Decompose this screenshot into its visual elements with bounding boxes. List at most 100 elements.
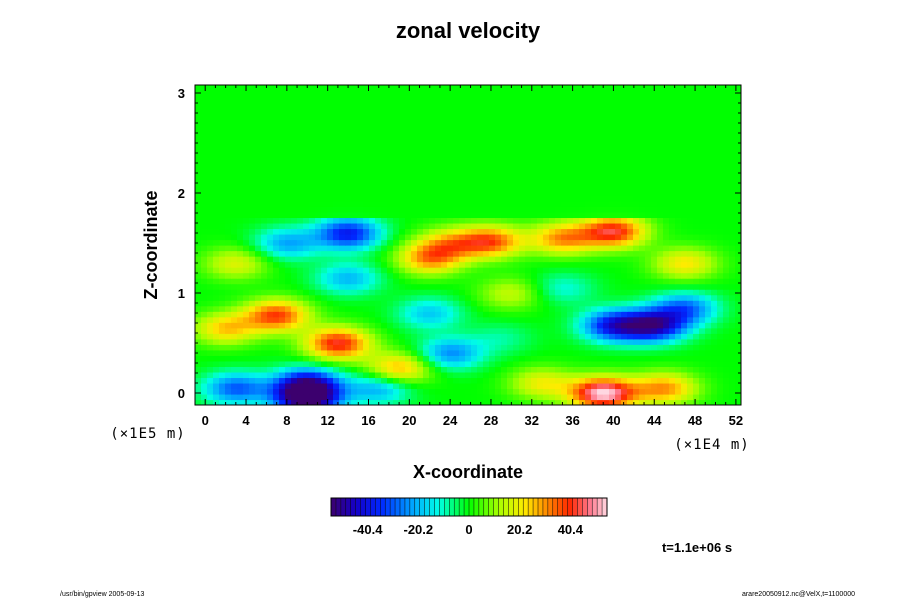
field-cell xyxy=(447,123,454,130)
field-cell xyxy=(543,140,550,147)
field-cell xyxy=(267,129,274,136)
field-cell xyxy=(729,393,736,401)
field-cell xyxy=(705,327,712,334)
field-cell xyxy=(693,366,700,373)
field-cell xyxy=(399,217,406,224)
field-cell xyxy=(453,349,460,356)
field-cell xyxy=(381,250,388,257)
field-cell xyxy=(669,393,676,401)
field-cell xyxy=(561,338,568,345)
field-cell xyxy=(321,283,328,290)
field-cell xyxy=(333,283,340,290)
field-cell xyxy=(333,228,340,235)
field-cell xyxy=(459,206,466,213)
field-cell xyxy=(243,272,250,279)
field-cell xyxy=(669,140,676,147)
field-cell xyxy=(507,245,514,252)
field-cell xyxy=(609,156,616,163)
field-cell xyxy=(387,233,394,241)
field-cell xyxy=(633,112,640,119)
field-cell xyxy=(369,333,376,340)
field-cell xyxy=(387,388,394,395)
field-cell xyxy=(729,123,736,130)
field-cell xyxy=(717,250,724,257)
field-cell xyxy=(429,333,436,340)
field-cell xyxy=(465,366,472,373)
field-cell xyxy=(699,245,706,252)
field-cell xyxy=(321,118,328,125)
field-cell xyxy=(321,256,328,263)
field-cell xyxy=(333,123,340,130)
field-cell xyxy=(699,322,706,329)
field-cell xyxy=(531,371,538,379)
field-cell xyxy=(495,316,502,323)
field-cell xyxy=(303,289,310,296)
field-cell xyxy=(705,316,712,323)
field-cell xyxy=(357,360,364,367)
field-cell xyxy=(351,222,358,230)
field-cell xyxy=(645,206,652,213)
field-cell xyxy=(297,140,304,147)
field-cell xyxy=(195,256,202,263)
field-cell xyxy=(273,294,280,301)
field-cell xyxy=(681,112,688,119)
field-cell xyxy=(213,233,220,241)
field-cell xyxy=(609,311,616,318)
field-cell xyxy=(447,250,454,257)
field-cell xyxy=(585,261,592,268)
field-cell xyxy=(495,355,502,362)
field-cell xyxy=(657,118,664,125)
field-cell xyxy=(669,222,676,230)
field-cell xyxy=(501,239,508,246)
field-cell xyxy=(483,178,490,185)
field-cell xyxy=(423,382,430,390)
field-cell xyxy=(207,267,214,274)
field-cell xyxy=(597,393,604,401)
field-cell xyxy=(489,267,496,274)
field-cell xyxy=(405,333,412,340)
field-cell xyxy=(447,162,454,169)
field-cell xyxy=(477,206,484,213)
field-cell xyxy=(639,156,646,163)
field-cell xyxy=(381,311,388,318)
field-cell xyxy=(243,311,250,318)
field-cell xyxy=(579,206,586,213)
field-cell xyxy=(597,256,604,263)
field-cell xyxy=(339,123,346,130)
field-cell xyxy=(663,355,670,362)
field-cell xyxy=(543,184,550,191)
field-cell xyxy=(669,178,676,185)
field-cell xyxy=(291,267,298,274)
field-cell xyxy=(249,228,256,235)
field-cell xyxy=(381,233,388,241)
field-cell xyxy=(273,228,280,235)
field-cell xyxy=(465,388,472,395)
field-cell xyxy=(195,349,202,356)
field-cell xyxy=(417,272,424,279)
field-cell xyxy=(213,267,220,274)
field-cell xyxy=(333,371,340,379)
field-cell xyxy=(255,222,262,230)
field-cell xyxy=(393,222,400,230)
field-cell xyxy=(381,322,388,329)
field-cell xyxy=(429,294,436,301)
field-cell xyxy=(303,134,310,141)
field-cell xyxy=(417,156,424,163)
field-cell xyxy=(609,294,616,301)
field-cell xyxy=(567,118,574,125)
field-cell xyxy=(417,382,424,390)
field-cell xyxy=(207,140,214,147)
field-cell xyxy=(459,140,466,147)
field-cell xyxy=(543,107,550,114)
field-cell xyxy=(459,355,466,362)
field-cell xyxy=(591,333,598,340)
field-cell xyxy=(297,272,304,279)
field-cell xyxy=(441,327,448,334)
field-cell xyxy=(495,256,502,263)
field-cell xyxy=(249,118,256,125)
field-cell xyxy=(267,360,274,367)
field-cell xyxy=(309,239,316,246)
field-cell xyxy=(333,156,340,163)
field-cell xyxy=(693,300,700,307)
field-cell xyxy=(285,228,292,235)
